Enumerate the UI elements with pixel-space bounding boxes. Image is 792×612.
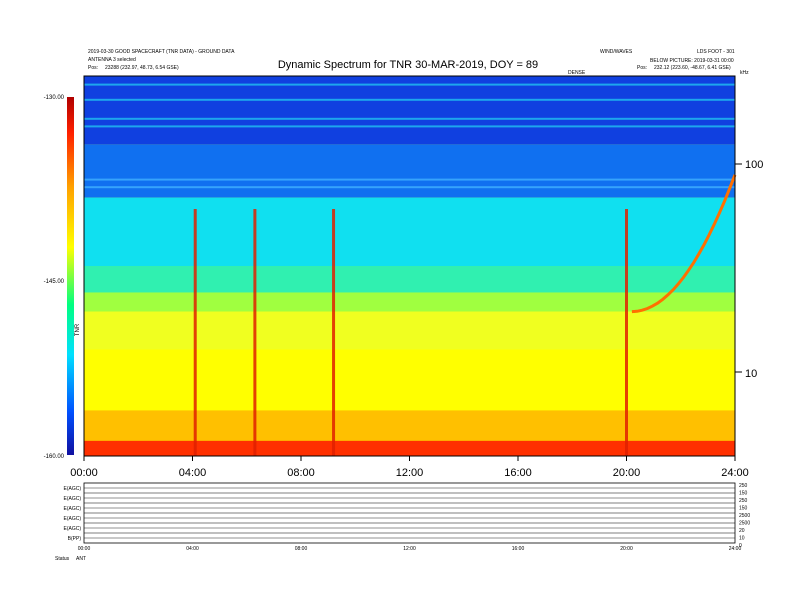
spectrum-band: [84, 349, 735, 411]
x-axis: 00:00 04:00 08:00 12:00 16:00 20:00 24:00: [70, 456, 749, 479]
spectrum-band: [84, 197, 735, 266]
spectrum-band: [84, 440, 735, 456]
colorbar-label: TNR: [75, 323, 81, 336]
header-left-pos-label: Pos:: [88, 65, 98, 71]
chart-title: Dynamic Spectrum for TNR 30-MAR-2019, DO…: [278, 59, 538, 71]
emission-drift: [631, 174, 737, 314]
header-right-pos-value: 232.12 (223.60, -48.67, 6.41 GSE): [654, 65, 731, 71]
status-label: Status: [55, 556, 70, 562]
radio-burst: [625, 209, 628, 456]
spectrum-line: [84, 83, 735, 86]
spectrum-line: [84, 117, 735, 120]
header-right-pos-label: Pos:: [637, 65, 647, 71]
status-value: ANT: [76, 556, 86, 562]
y-unit-top: kHz: [740, 70, 749, 76]
colorbar-tick-bottom: -160.00: [44, 454, 65, 460]
lower-panel-label: E(AGC): [64, 516, 82, 522]
x-tick-label: 00:00: [70, 467, 98, 479]
radio-burst: [253, 209, 257, 456]
spectrum-line: [84, 125, 735, 128]
header-right-line3: BELOW PICTURE: 2019-03-31 00:00: [650, 58, 734, 64]
header-left-line1: 2019-03-30 GOOD SPACECRAFT (TNR DATA) - …: [88, 49, 235, 55]
y-tick-label-100: 100: [745, 159, 763, 171]
spectrum-band: [84, 266, 735, 293]
lower-panel-x-tick-label: 12:00: [403, 546, 416, 552]
lower-panel-right-tick: 250: [739, 483, 748, 489]
header-left-line2: ANTENNA 3 selected: [88, 57, 136, 63]
radio-burst: [193, 209, 197, 456]
y-tick-label-10: 10: [745, 368, 757, 380]
x-tick-label: 08:00: [287, 467, 315, 479]
radio-burst: [332, 209, 336, 456]
x-tick-label: 16:00: [504, 467, 532, 479]
spectrum-band: [84, 76, 735, 145]
lower-panel-x-tick-label: 24:00: [729, 546, 742, 552]
lower-panel-right-tick: 150: [739, 506, 748, 512]
x-tick-label: 12:00: [396, 467, 424, 479]
colorbar-tick-mid: -145.00: [44, 279, 65, 285]
spectrum-band: [84, 144, 735, 198]
lower-panel-label: B(PP): [68, 536, 82, 542]
lower-panel-right-tick: 2500: [739, 521, 750, 527]
lower-panel-right-tick: 20: [739, 528, 745, 534]
x-tick-label: 20:00: [613, 467, 641, 479]
spectrum-band: [84, 311, 735, 350]
header-left-pos-value: 23288 (232.97, 48.73, 6.54 GSE): [105, 65, 179, 71]
event-label: DENSE: [568, 70, 586, 76]
x-tick-label: 24:00: [721, 467, 749, 479]
colorbar-tick-top: -130.00: [44, 95, 65, 101]
lower-panel-label: E(AGC): [64, 496, 82, 502]
lower-panels: E(AGC)E(AGC)E(AGC)E(AGC)E(AGC)B(PP)25015…: [64, 482, 750, 552]
lower-panel-label: E(AGC): [64, 526, 82, 532]
lower-panel-label: E(AGC): [64, 486, 82, 492]
lower-panel-label: E(AGC): [64, 506, 82, 512]
lower-panel-right-tick: 0: [739, 543, 742, 549]
header-right-line2: LDS FOOT - 301: [697, 49, 735, 55]
spectrum-band: [84, 410, 735, 441]
colorbar: [67, 97, 74, 455]
spectrum-line: [84, 178, 735, 181]
x-tick-label: 04:00: [179, 467, 207, 479]
lower-panel-right-tick: 2500: [739, 513, 750, 519]
spectrum-band: [84, 292, 735, 312]
lower-panel-x-tick-label: 04:00: [186, 546, 199, 552]
lower-panel-x-tick-label: 16:00: [512, 546, 525, 552]
lower-panel-x-tick-label: 00:00: [78, 546, 91, 552]
lower-panel-right-tick: 10: [739, 536, 745, 542]
lower-panel-x-tick-label: 08:00: [295, 546, 308, 552]
y-axis-right: 100 10: [735, 159, 763, 380]
spectrogram-plot: [84, 76, 737, 456]
lower-panel-x-tick-label: 20:00: [620, 546, 633, 552]
spectrum-line: [84, 98, 735, 101]
lower-panel-right-tick: 150: [739, 491, 748, 497]
lower-panel-right-tick: 250: [739, 498, 748, 504]
spectrum-line: [84, 186, 735, 189]
header-right-line1: WIND/WAVES: [600, 49, 633, 55]
